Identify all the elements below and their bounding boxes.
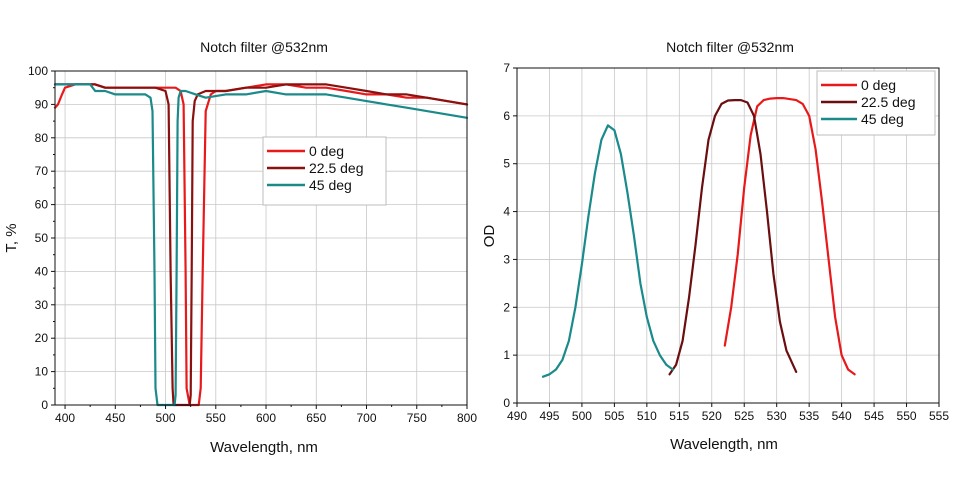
chart-title: Notch filter @532nm [200,39,328,55]
x-tick-label: 510 [637,409,657,423]
x-tick-label: 600 [256,411,276,425]
y-tick-label: 60 [35,198,49,212]
plot-frame [516,67,940,404]
series-line-0-deg [723,96,856,376]
x-tick-label: 750 [407,411,427,425]
x-tick-label: 800 [457,411,477,425]
y-tick-label: 2 [503,300,510,314]
y-tick-label: 1 [503,348,510,362]
x-tick-label: 555 [929,409,949,423]
x-tick-label: 550 [206,411,226,425]
legend-label: 45 deg [309,177,352,193]
series-line-45-deg [53,83,469,407]
legend-label: 45 deg [861,111,904,127]
legend-label: 22.5 deg [861,94,916,110]
y-tick-label: 20 [35,331,49,345]
x-tick-label: 490 [507,409,527,423]
x-tick-label: 700 [356,411,376,425]
x-tick-label: 650 [306,411,326,425]
y-tick-label: 100 [28,64,48,78]
x-tick-label: 530 [767,409,787,423]
x-tick-label: 545 [864,409,884,423]
x-tick-label: 495 [539,409,559,423]
series-lines [541,96,856,378]
y-tick-label: 10 [35,365,49,379]
y-tick-label: 40 [35,264,49,278]
y-tick-label: 3 [503,252,510,266]
x-tick-label: 400 [55,411,75,425]
legend-label: 0 deg [861,77,896,93]
x-tick-label: 535 [799,409,819,423]
legend-box [262,136,387,206]
x-axis-label: Wavelength, nm [670,436,778,453]
x-tick-label: 500 [572,409,592,423]
x-tick-label: 550 [897,409,917,423]
y-tick-label: 80 [35,131,49,145]
y-tick-label: 30 [35,298,49,312]
y-tick-label: 4 [503,205,510,219]
x-axis-label: Wavelength, nm [210,439,318,456]
y-tick-label: 70 [35,164,49,178]
y-tick-label: 0 [503,396,510,410]
y-axis-label: T, % [3,223,20,252]
axis-ticks: 400 450 500 550 600 650 700 750 800 0 10 20 30 40 50 60… [28,64,477,425]
legend-box [816,70,936,136]
y-tick-label: 0 [41,398,48,412]
x-tick-label: 505 [604,409,624,423]
x-tick-label: 520 [702,409,722,423]
y-tick-label: 5 [503,157,510,171]
transmission-chart: Notch filter @532nm Wavelength, nm T, % … [3,39,477,456]
y-tick-label: 90 [35,97,49,111]
x-tick-label: 500 [156,411,176,425]
axis-ticks: 490 495 500 505 510 515 520 525 530 535 540 545 550 5… [503,61,949,423]
x-tick-label: 515 [669,409,689,423]
y-axis-label: OD [481,225,498,248]
x-tick-label: 540 [832,409,852,423]
x-tick-label: 525 [734,409,754,423]
chart-title: Notch filter @532nm [666,39,794,55]
y-tick-label: 7 [503,61,510,75]
series-line-22-5-deg [668,98,798,376]
y-tick-label: 50 [35,231,49,245]
optical-density-chart: Notch filter @532nm Wavelength, nm OD 49… [481,39,949,453]
x-tick-label: 450 [105,411,125,425]
series-line-45-deg [541,124,674,378]
legend-label: 0 deg [309,143,344,159]
legend-label: 22.5 deg [309,160,364,176]
y-tick-label: 6 [503,109,510,123]
